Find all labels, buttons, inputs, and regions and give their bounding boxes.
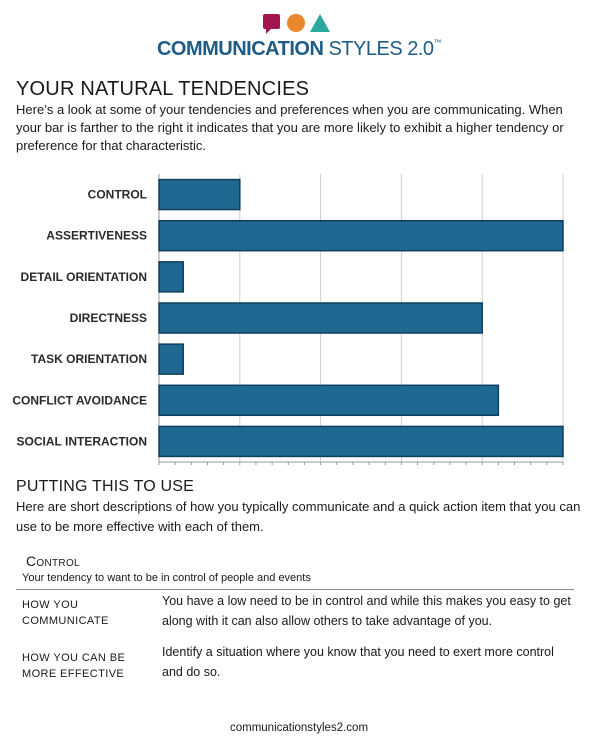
row-label-more-effective: HOW YOU CAN BE MORE EFFECTIVE [22,650,152,682]
brand-strong: COMMUNICATION [156,38,324,60]
footer-url: communicationstyles2.com [229,722,369,734]
bar [158,261,184,293]
control-section-subtitle: Your tendency to want to be in control o… [22,572,311,584]
divider [16,589,574,590]
row-label-line: MORE EFFECTIVE [22,668,125,680]
bar [158,219,564,252]
logo-shapes-icon [263,14,330,34]
row-label-how-you-communicate: HOW YOU COMMUNICATE [22,597,152,629]
bar [158,384,500,417]
bar [158,178,241,211]
tendencies-intro: Here’s a look at some of your tendencies… [16,102,564,153]
category-label: SOCIAL INTERACTION [17,434,147,448]
row-label-line: COMMUNICATE [22,615,109,627]
category-label: CONTROL [88,188,147,202]
bar [158,343,184,375]
category-label: CONFLICT AVOIDANCE [12,393,147,407]
brand-logo: COMMUNICATION STYLES 2.0™ [0,12,598,62]
row-label-line: HOW YOU [22,599,79,611]
tendencies-title: YOUR NATURAL TENDENCIES [16,78,310,100]
brand-wordmark: COMMUNICATION STYLES 2.0™ [0,38,598,61]
category-label: TASK ORIENTATION [31,352,147,366]
row-text-how-you-communicate: You have a low need to be in control and… [162,594,571,628]
tendencies-bar-chart: CONTROL ASSERTIVENESS DETAIL ORIENTATION DI… [12,174,564,465]
brand-light: STYLES 2.0 [323,38,434,60]
putting-title: PUTTING THIS TO USE [16,478,195,495]
trademark: ™ [433,38,442,47]
category-label: DIRECTNESS [70,311,147,325]
category-label: DETAIL ORIENTATION [21,270,147,284]
category-label: ASSERTIVENESS [46,229,147,243]
bar [158,425,564,458]
bar [158,302,483,334]
row-label-line: HOW YOU CAN BE [22,652,126,664]
putting-intro: Here are short descriptions of how you t… [16,499,581,534]
control-section-title: Control [26,553,80,569]
row-text-more-effective: Identify a situation where you know that… [162,645,554,679]
